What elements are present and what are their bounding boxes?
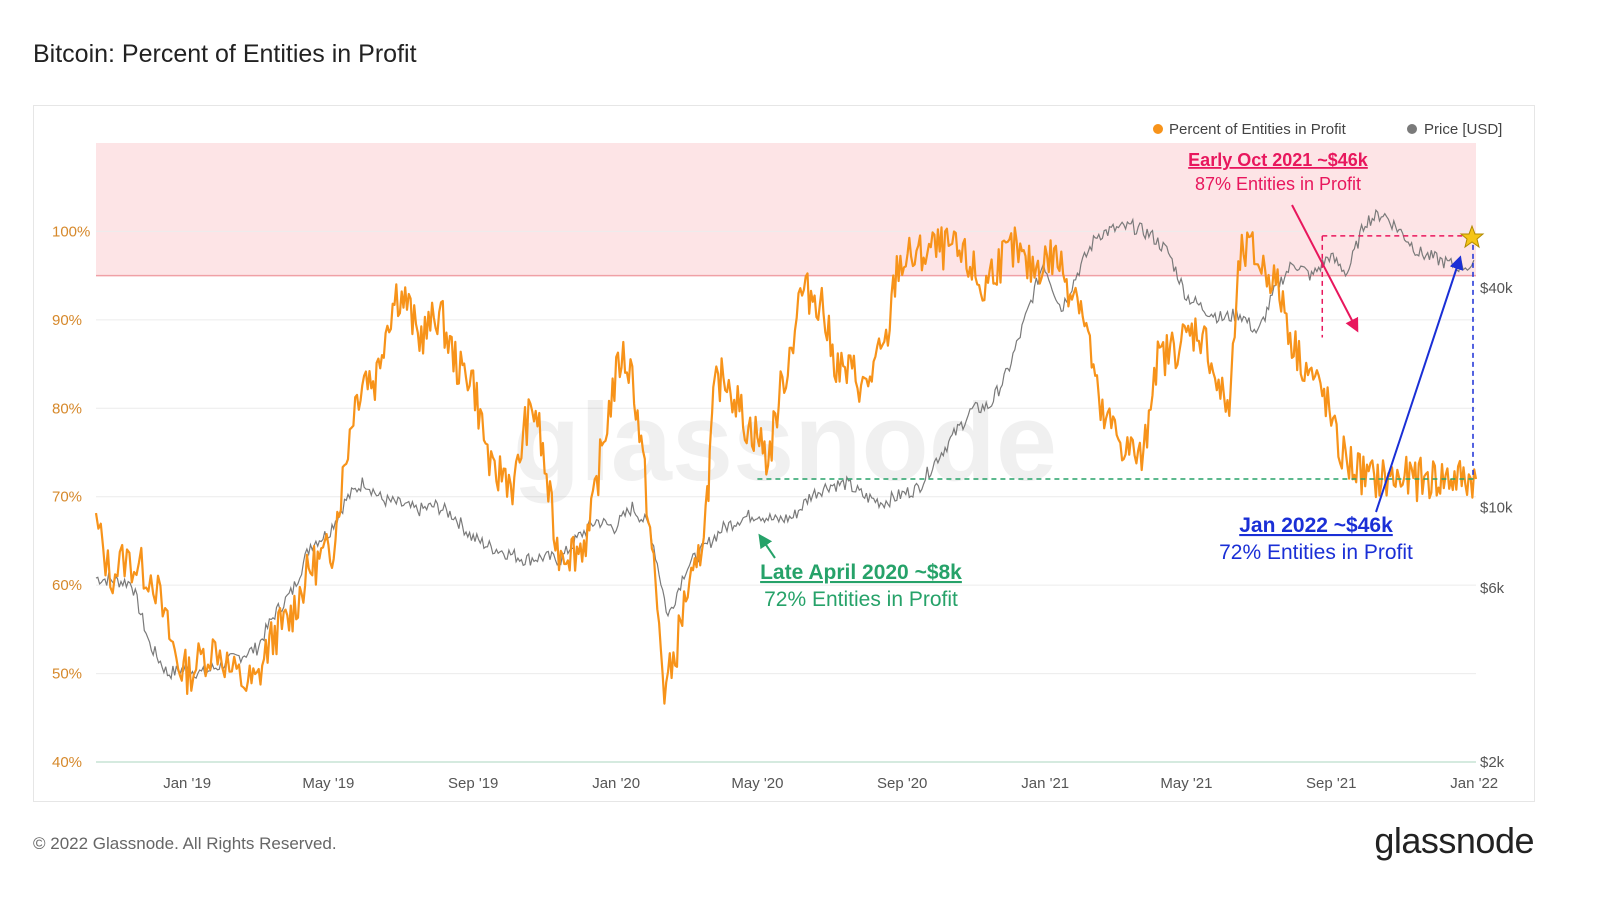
- arrow-jan2022: [1375, 255, 1464, 513]
- annotation-jan2022-title: Jan 2022 ~$46k: [1239, 514, 1393, 537]
- arrow-apr2020: [758, 533, 776, 559]
- y-left-tick-label: 80%: [52, 400, 82, 417]
- x-tick-label: May '20: [731, 775, 783, 792]
- glassnode-logo[interactable]: glassnode: [1374, 820, 1534, 861]
- annotation-apr2020: Late April 2020 ~$8k 72% Entities in Pro…: [760, 561, 962, 611]
- price-series: [95, 208, 1475, 681]
- chart-title: Bitcoin: Percent of Entities in Profit: [33, 40, 417, 68]
- x-tick-label: Jan '21: [1021, 775, 1069, 792]
- annotation-oct2021-subtitle: 87% Entities in Profit: [1195, 174, 1361, 194]
- x-tick-label: Sep '19: [448, 775, 498, 792]
- x-tick-label: Sep '21: [1306, 775, 1356, 792]
- x-tick-label: May '19: [302, 775, 354, 792]
- annotation-apr2020-title: Late April 2020 ~$8k: [760, 561, 962, 584]
- reference-lines: [757, 235, 1476, 480]
- y-left-tick-label: 50%: [52, 666, 82, 683]
- y-left-tick-label: 40%: [52, 754, 82, 771]
- x-tick-label: Jan '19: [163, 775, 211, 792]
- y-left-tick-label: 100%: [52, 223, 90, 240]
- legend-price-dot: [1407, 124, 1417, 134]
- x-tick-label: Jan '22: [1450, 775, 1498, 792]
- annotation-oct2021-title: Early Oct 2021 ~$46k: [1188, 150, 1369, 170]
- star-marker: [1459, 224, 1485, 249]
- annotation-jan2022: Jan 2022 ~$46k 72% Entities in Profit: [1219, 514, 1413, 564]
- annotation-oct2021: Early Oct 2021 ~$46k 87% Entities in Pro…: [1188, 150, 1369, 194]
- y-right-tick-label: $2k: [1480, 754, 1505, 771]
- legend-price-label[interactable]: Price [USD]: [1424, 121, 1502, 138]
- annotation-jan2022-subtitle: 72% Entities in Profit: [1219, 541, 1413, 564]
- y-left-tick-label: 60%: [52, 577, 82, 594]
- legend: Percent of Entities in Profit Price [USD…: [1153, 121, 1502, 138]
- legend-profit-dot: [1153, 124, 1163, 134]
- x-tick-label: Jan '20: [592, 775, 640, 792]
- x-tick-label: May '21: [1160, 775, 1212, 792]
- y-right-tick-label: $40k: [1480, 280, 1513, 297]
- axes: 40% 50% 60% 70% 80% 90% 100% $2k $6k $10k $40k Jan …: [52, 223, 1513, 792]
- grid-lines: [96, 230, 1476, 763]
- profit-series: [94, 226, 1478, 705]
- copyright: © 2022 Glassnode. All Rights Reserved.: [33, 834, 337, 853]
- annotation-apr2020-subtitle: 72% Entities in Profit: [764, 588, 958, 611]
- x-tick-label: Sep '20: [877, 775, 927, 792]
- price-line: [95, 208, 1475, 681]
- y-right-tick-label: $10k: [1480, 499, 1513, 516]
- y-right-tick-label: $6k: [1480, 580, 1505, 597]
- y-left-tick-label: 90%: [52, 312, 82, 329]
- profit-line: [94, 226, 1478, 705]
- legend-profit-label[interactable]: Percent of Entities in Profit: [1169, 121, 1347, 138]
- chart-frame: [33, 105, 1535, 802]
- arrow-oct2021: [1291, 204, 1359, 333]
- y-left-tick-label: 70%: [52, 489, 82, 506]
